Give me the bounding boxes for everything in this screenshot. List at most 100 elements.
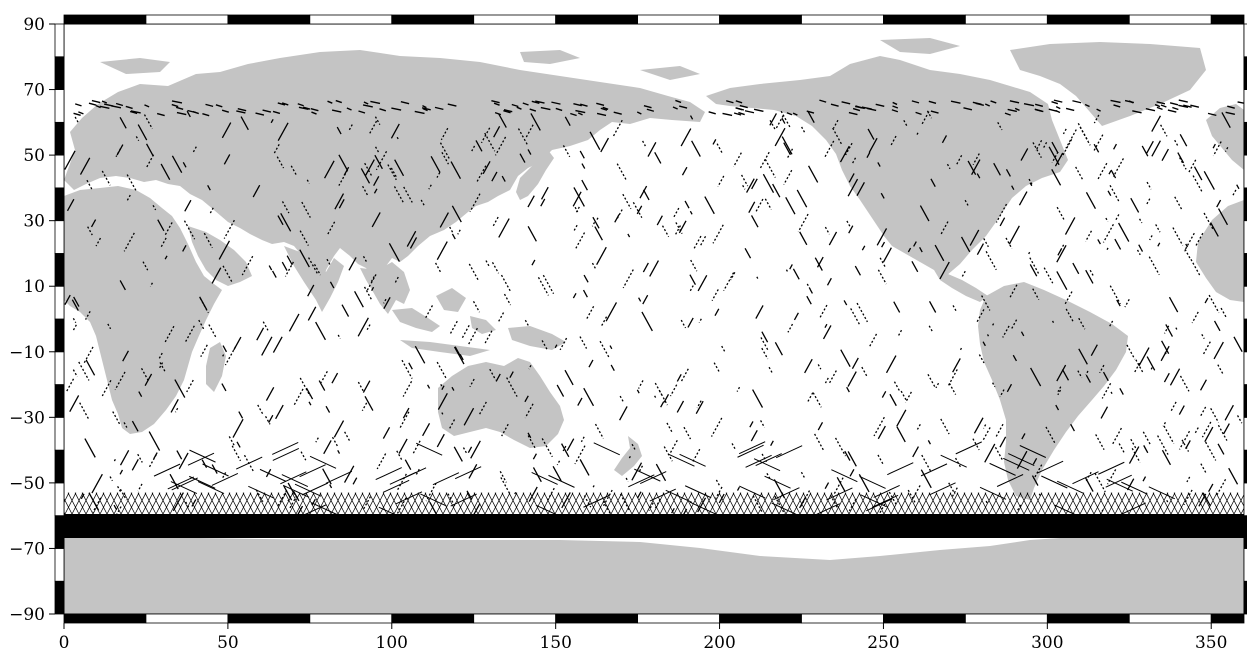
track-segment: [572, 191, 582, 207]
track-segment: [1118, 222, 1130, 242]
hatch-line: [767, 492, 791, 536]
track-segment: [561, 492, 571, 509]
track-segment: [457, 229, 461, 235]
hatch-line: [1054, 492, 1078, 536]
frame-segment-left: [54, 384, 65, 418]
track-segment: [726, 100, 734, 104]
track-segment: [374, 146, 380, 153]
track-segment: [971, 159, 981, 175]
x-tick-label: 350: [1195, 633, 1227, 653]
track-segment: [1175, 327, 1179, 332]
track-segment: [95, 237, 102, 247]
track-segment: [714, 308, 720, 317]
track-segment: [1146, 181, 1152, 190]
track-segment: [501, 175, 506, 182]
track-segment: [596, 246, 607, 266]
track-segment: [95, 105, 101, 109]
track-segment: [511, 103, 519, 108]
track-segment: [658, 390, 668, 406]
track-segment: [877, 162, 881, 167]
hatch-line: [256, 492, 280, 536]
track-segment: [529, 108, 537, 112]
track-segment: [599, 340, 611, 359]
track-segment: [357, 381, 364, 392]
track-segment: [1056, 271, 1068, 291]
track-segment: [484, 132, 496, 152]
frame-segment-top: [1128, 14, 1212, 25]
track-segment: [331, 436, 339, 448]
track-segment: [480, 127, 491, 144]
track-segment: [1157, 242, 1161, 247]
track-segment: [153, 463, 181, 477]
track-segment: [807, 111, 815, 124]
land-north-america: [706, 56, 1068, 276]
track-segment: [1148, 486, 1176, 500]
track-segment: [221, 109, 230, 113]
track-segment: [697, 497, 707, 513]
track-segment: [860, 494, 887, 508]
track-segment: [655, 463, 667, 482]
track-segment: [1130, 197, 1140, 213]
track-segment: [221, 122, 232, 139]
track-segment: [1131, 447, 1141, 463]
frame-segment-bottom: [1210, 613, 1245, 624]
track-segment: [348, 257, 357, 271]
hatch-line: [921, 492, 945, 536]
track-segment: [119, 450, 130, 466]
track-segment: [851, 357, 859, 369]
hatch-line: [718, 492, 742, 536]
track-segment: [1178, 99, 1188, 103]
track-segment: [159, 237, 167, 249]
track-segment: [301, 482, 329, 496]
track-segment: [1005, 169, 1011, 177]
track-segment: [222, 472, 227, 479]
track-segment: [733, 112, 742, 116]
track-segment: [920, 469, 932, 489]
track-segment: [753, 108, 764, 113]
track-segment: [1105, 247, 1109, 252]
track-segment: [799, 231, 808, 246]
track-segment: [866, 152, 871, 158]
track-segment: [637, 491, 642, 499]
frame-segment-bottom: [883, 613, 966, 624]
track-segment: [844, 450, 851, 461]
track-segment: [160, 163, 171, 180]
track-segment: [307, 306, 317, 321]
track-segment: [1213, 341, 1224, 360]
track-segment: [401, 359, 413, 379]
y-tick-label: 50: [23, 146, 45, 166]
track-segment: [771, 502, 798, 516]
track-segment: [755, 305, 764, 319]
track-segment: [609, 345, 613, 350]
track-segment: [309, 455, 337, 469]
track-segment: [336, 126, 342, 135]
track-segment: [541, 340, 548, 351]
track-segment: [1019, 445, 1047, 458]
track-segment: [826, 277, 832, 286]
track-segment: [272, 110, 281, 115]
track-segment: [961, 270, 966, 278]
track-segment: [337, 450, 341, 454]
track-segment: [257, 404, 264, 416]
track-segment: [422, 107, 428, 112]
track-segment: [806, 283, 812, 291]
land-central-america: [934, 270, 988, 302]
track-segment: [774, 127, 786, 147]
frame-segment-left: [54, 318, 65, 353]
y-tick-label: 70: [23, 81, 45, 101]
track-segment: [449, 320, 458, 336]
track-segment: [261, 336, 273, 356]
hatch-line: [228, 492, 252, 536]
track-segment: [530, 113, 541, 131]
track-segment: [710, 417, 723, 437]
track-segment: [915, 132, 919, 137]
track-segment: [856, 181, 865, 196]
track-segment: [277, 102, 286, 106]
track-segment: [440, 383, 444, 389]
track-segment: [475, 140, 483, 152]
track-segment: [302, 106, 311, 110]
track-segment: [311, 498, 316, 506]
hatch-line: [431, 492, 455, 536]
track-segment: [495, 373, 501, 382]
track-segment: [907, 247, 912, 253]
